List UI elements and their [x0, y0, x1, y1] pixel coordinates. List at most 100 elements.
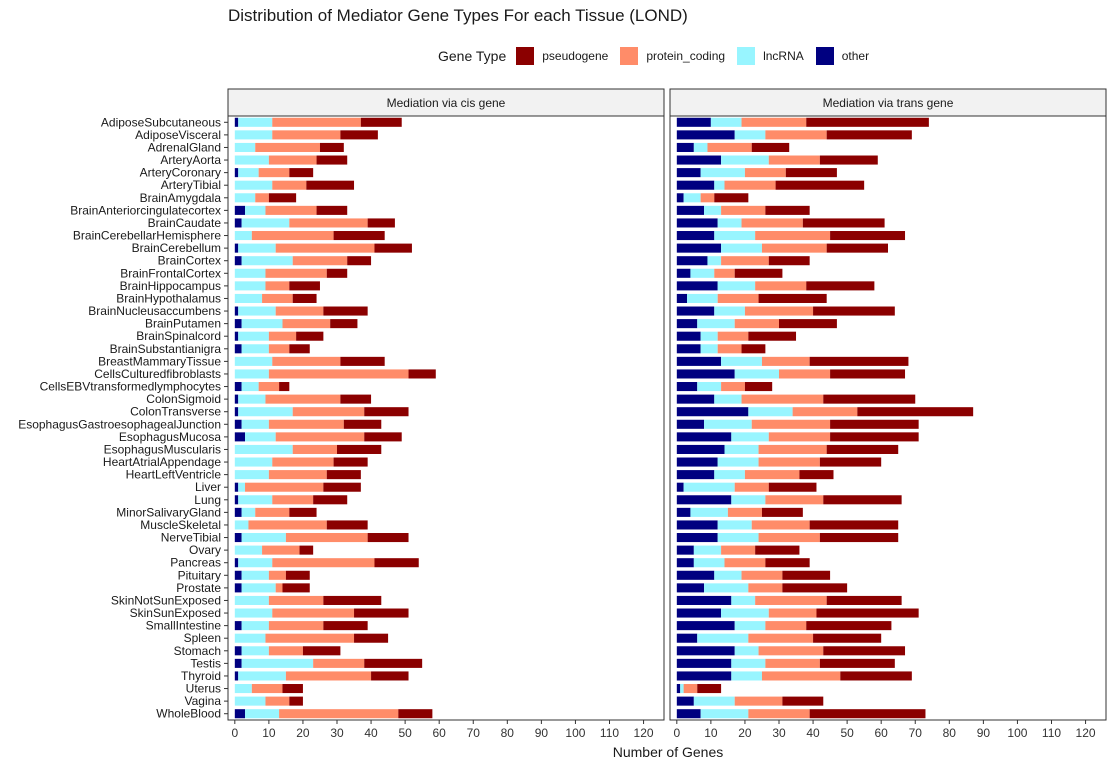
- bar-segment-other-esophagusmucosa: [234, 432, 246, 442]
- y-tick-label-braincortex: BrainCortex: [158, 254, 221, 268]
- y-tick-label-braincerebellum: BrainCerebellum: [132, 241, 221, 255]
- bar-segment-lncrna-ovary: [234, 545, 263, 555]
- y-tick-label-pituitary: Pituitary: [178, 568, 221, 582]
- bar-segment-protein-coding-brainnucleusaccumbens: [744, 306, 814, 316]
- bar-segment-protein-coding-heartleftventricle: [744, 470, 800, 480]
- bar-segment-protein-coding-pancreas: [724, 558, 766, 568]
- bar-segment-protein-coding-adiposesubcutaneous: [272, 117, 361, 127]
- bar-segment-lncrna-esophagusgastroesophagealjunction: [704, 419, 752, 429]
- bar-segment-pseudogene-heartatrialappendage: [819, 457, 882, 467]
- bar-segment-protein-coding-muscleskeletal: [248, 520, 327, 530]
- bar-segment-other-pancreas: [676, 558, 694, 568]
- bar-segment-lncrna-brainanteriorcingulatecortex: [245, 205, 266, 215]
- bar-segment-lncrna-brainsubstantianigra: [241, 344, 269, 354]
- bar-segment-other-nervetibial: [234, 533, 242, 543]
- bar-segment-protein-coding-colonsigmoid: [741, 394, 824, 404]
- bar-segment-lncrna-adiposesubcutaneous: [710, 117, 742, 127]
- bar-segment-lncrna-brainputamen: [697, 319, 735, 329]
- bar-segment-other-skinnotsunexposed: [676, 595, 732, 605]
- legend-swatch-pseudogene: [516, 47, 535, 65]
- bar-segment-protein-coding-esophagusgastroesophagealjunction: [751, 419, 831, 429]
- bar-segment-lncrna-brainspinalcord: [700, 331, 718, 341]
- bar-segment-lncrna-stomach: [241, 646, 269, 656]
- bar-segment-other-stomach: [676, 646, 735, 656]
- bar-segment-protein-coding-vagina: [265, 696, 290, 706]
- y-tick-label-muscleskeletal: MuscleSkeletal: [140, 518, 221, 532]
- bar-segment-pseudogene-smallintestine: [323, 621, 368, 631]
- bar-segment-other-braincerebellarhemisphere: [676, 231, 715, 241]
- bar-segment-lncrna-adiposevisceral: [734, 130, 766, 140]
- bar-segment-pseudogene-brainsubstantianigra: [289, 344, 310, 354]
- y-tick-label-heartatrialappendage: HeartAtrialAppendage: [103, 455, 221, 469]
- bar-segment-lncrna-brainsubstantianigra: [700, 344, 718, 354]
- bar-segment-protein-coding-cellsculturedfibroblasts: [779, 369, 831, 379]
- bar-segment-pseudogene-arterytibial: [306, 180, 355, 190]
- bar-segment-other-minorsalivarygland: [676, 507, 691, 517]
- bar-segment-lncrna-wholeblood: [245, 709, 280, 719]
- bar-segment-lncrna-pituitary: [714, 570, 742, 580]
- bar-segment-other-braincaudate: [234, 218, 242, 228]
- facet-strip-2: [669, 88, 1107, 117]
- bar-segment-other-brainnucleusaccumbens: [676, 306, 715, 316]
- bar-segment-other-brainsubstantianigra: [676, 344, 701, 354]
- y-tick-label-colonsigmoid: ColonSigmoid: [146, 392, 221, 406]
- bar-segment-other-prostate: [676, 583, 705, 593]
- bar-segment-protein-coding-thyroid: [285, 671, 372, 681]
- bar-segment-other-esophagusmucosa: [676, 432, 732, 442]
- y-tick-label-brainputamen: BrainPutamen: [145, 317, 221, 331]
- legend-title: Gene Type: [438, 48, 507, 64]
- bar-segment-pseudogene-muscleskeletal: [326, 520, 368, 530]
- bar-segment-other-minorsalivarygland: [234, 507, 242, 517]
- legend-label-lncrna: lncRNA: [763, 49, 804, 63]
- bar-segment-pseudogene-brainspinalcord: [748, 331, 797, 341]
- y-tick-label-uterus: Uterus: [186, 682, 221, 696]
- y-tick-label-braincerebellarhemisphere: BrainCerebellarHemisphere: [73, 229, 221, 243]
- bar-segment-protein-coding-brainanteriorcingulatecortex: [721, 205, 766, 215]
- bar-segment-other-arterycoronary: [676, 168, 701, 178]
- bar-segment-protein-coding-stomach: [758, 646, 824, 656]
- legend-item-protein-coding: protein_coding: [620, 47, 725, 65]
- x-tick-label-1-20: 20: [296, 726, 310, 740]
- bar-segment-pseudogene-ovary: [755, 545, 800, 555]
- bar-segment-lncrna-colontransverse: [238, 407, 293, 417]
- bar-segment-protein-coding-arteryaorta: [768, 155, 820, 165]
- bar-segment-protein-coding-lung: [272, 495, 314, 505]
- bar-segment-lncrna-heartleftventricle: [234, 470, 269, 480]
- bar-segment-lncrna-esophagusmucosa: [245, 432, 276, 442]
- bar-segment-pseudogene-thyroid: [371, 671, 409, 681]
- y-tick-label-braincaudate: BrainCaudate: [148, 216, 222, 230]
- bar-segment-pseudogene-pancreas: [374, 558, 419, 568]
- bar-segment-pseudogene-wholeblood: [398, 709, 433, 719]
- facet-title-1: Mediation via cis gene: [387, 96, 506, 110]
- bar-segment-lncrna-skinsunexposed: [721, 608, 769, 618]
- bar-segment-lncrna-adrenalgland: [234, 142, 256, 152]
- y-tick-label-cellsculturedfibroblasts: CellsCulturedfibroblasts: [94, 367, 221, 381]
- y-tick-label-skinnotsunexposed: SkinNotSunExposed: [111, 593, 221, 607]
- bar-segment-other-cellsebvtransformedlymphocytes: [234, 382, 242, 392]
- panel-border-2: [669, 115, 1107, 721]
- bar-segment-protein-coding-pituitary: [268, 570, 286, 580]
- bar-segment-protein-coding-braincaudate: [741, 218, 803, 228]
- bar-segment-protein-coding-braincortex: [721, 256, 769, 266]
- bar-segment-lncrna-spleen: [234, 633, 266, 643]
- x-tick-label-2-70: 70: [909, 726, 923, 740]
- y-tick-label-cellsebvtransformedlymphocytes: CellsEBVtransformedlymphocytes: [40, 380, 221, 394]
- bar-segment-protein-coding-colonsigmoid: [265, 394, 341, 404]
- bar-segment-other-braincaudate: [676, 218, 718, 228]
- bar-segment-other-thyroid: [676, 671, 732, 681]
- bar-segment-pseudogene-vagina: [289, 696, 303, 706]
- legend-item-pseudogene: pseudogene: [516, 47, 608, 65]
- bar-segment-pseudogene-brainnucleusaccumbens: [323, 306, 368, 316]
- bar-segment-lncrna-pancreas: [238, 558, 273, 568]
- bar-segment-protein-coding-nervetibial: [285, 533, 368, 543]
- bar-segment-protein-coding-cellsculturedfibroblasts: [268, 369, 409, 379]
- bar-segment-pseudogene-adiposevisceral: [340, 130, 378, 140]
- bar-segment-other-cellsculturedfibroblasts: [676, 369, 735, 379]
- bar-segment-lncrna-esophagusmuscularis: [234, 444, 293, 454]
- bar-segment-pseudogene-lung: [313, 495, 348, 505]
- y-tick-label-brainfrontalcortex: BrainFrontalCortex: [120, 266, 221, 280]
- bar-segment-lncrna-vagina: [693, 696, 735, 706]
- bar-segment-pseudogene-heartleftventricle: [326, 470, 361, 480]
- bar-segment-protein-coding-pancreas: [272, 558, 375, 568]
- bar-segment-lncrna-adiposevisceral: [234, 130, 273, 140]
